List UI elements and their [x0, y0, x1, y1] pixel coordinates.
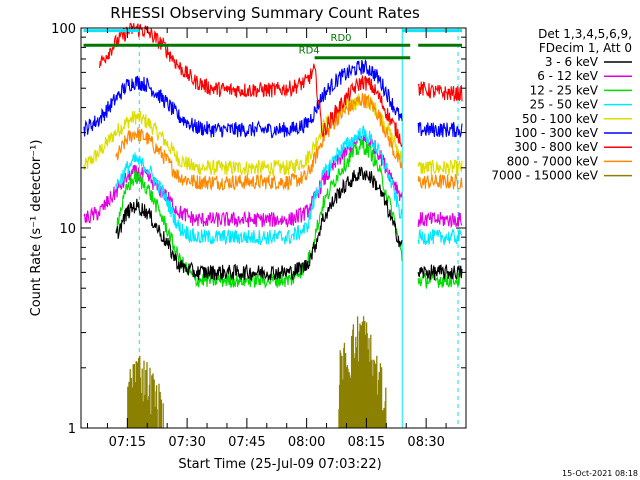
series-trace — [115, 92, 463, 192]
legend-entry-label: 100 - 300 keV — [514, 126, 598, 140]
series-800-7000-keV-line — [115, 92, 463, 192]
x-tick-label: 08:30 — [407, 435, 444, 450]
legend-entry-label: 6 - 12 keV — [537, 69, 599, 83]
x-tick-label: 07:45 — [228, 435, 265, 450]
series-100-300-keV-line — [83, 58, 463, 139]
x-tick-label: 07:30 — [168, 435, 205, 450]
series-trace — [127, 316, 387, 428]
series-3-6-keV-line — [115, 166, 463, 281]
y-tick-label: 100 — [51, 22, 76, 37]
legend-entry-label: 3 - 6 keV — [545, 55, 599, 69]
series-trace — [115, 138, 463, 290]
series-300-800-keV-line — [99, 22, 463, 147]
series-25-50-keV-line — [115, 125, 463, 246]
legend-entry-label: 7000 - 15000 keV — [491, 169, 598, 183]
chart-title: RHESSI Observing Summary Count Rates — [110, 4, 420, 22]
state-bars: RD0 RD4 — [83, 29, 463, 60]
series-trace — [99, 22, 463, 147]
y-axis-label: Count Rate (s⁻¹ detector⁻¹) — [29, 140, 44, 317]
x-tick-label: 08:15 — [348, 435, 385, 450]
series-7000-15000-keV-line — [127, 316, 387, 428]
legend-entry-label: 50 - 100 keV — [522, 112, 599, 126]
x-axis-label: Start Time (25-Jul-09 07:03:22) — [178, 457, 381, 472]
state-bar-label: RD4 — [299, 46, 320, 57]
state-bar-label: RD0 — [331, 33, 352, 44]
legend-entry-label: 25 - 50 keV — [530, 98, 599, 112]
series-trace — [83, 58, 463, 139]
legend-entry-label: 300 - 800 keV — [514, 140, 598, 154]
y-tick-label: 1 — [68, 422, 76, 437]
series-12-25-keV-line — [115, 138, 463, 290]
x-tick-label: 07:15 — [109, 435, 146, 450]
legend-entry-label: 800 - 7000 keV — [507, 154, 599, 168]
y-tick-label: 10 — [59, 222, 76, 237]
axes: 1 10 100 07:15 07:30 07:45 08:00 08:15 08:30 — [51, 22, 466, 450]
series-lines — [83, 22, 463, 428]
series-trace — [115, 166, 463, 281]
header-line-1: Det 1,3,4,5,6,9, — [538, 27, 632, 41]
series-trace — [115, 125, 463, 246]
legend-entry-label: 12 - 25 keV — [530, 83, 599, 97]
footer-timestamp: 15-Oct-2021 08:18 — [562, 469, 638, 478]
header-line-2: FDecim 1, Att 0 — [539, 41, 632, 55]
x-tick-label: 08:00 — [288, 435, 325, 450]
